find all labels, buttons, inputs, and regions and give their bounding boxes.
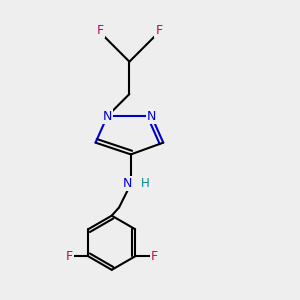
Text: N: N <box>123 177 133 190</box>
Text: F: F <box>155 24 162 37</box>
Text: N: N <box>103 110 112 123</box>
Text: H: H <box>141 177 150 190</box>
Text: F: F <box>96 24 103 37</box>
Text: F: F <box>151 250 158 263</box>
Text: F: F <box>66 250 73 263</box>
Text: N: N <box>147 110 156 123</box>
